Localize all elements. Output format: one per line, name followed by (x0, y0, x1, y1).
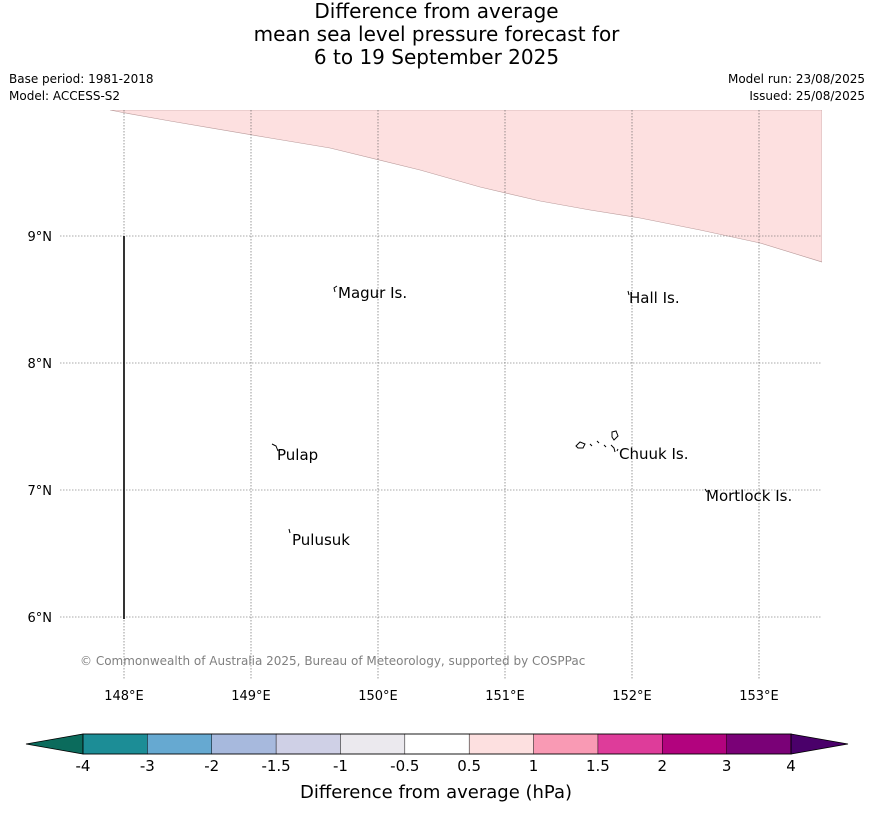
anomaly-shading (109, 110, 822, 263)
issued-date: Issued: 25/08/2025 (749, 89, 865, 103)
meta-left: Base period: 1981-2018 Model: ACCESS-S2 (9, 71, 154, 105)
colorbar-bin (662, 733, 728, 755)
colorbar-tick-label: -1.5 (261, 757, 290, 775)
title-line-3: 6 to 19 September 2025 (313, 45, 560, 69)
graticule (60, 110, 822, 680)
lat-label-9n: 9°N (28, 230, 53, 245)
island-magur (333, 285, 338, 293)
title-line-1: Difference from average (314, 0, 559, 23)
lon-label-151e: 151°E (485, 689, 525, 704)
place-label-pulusuk: Pulusuk (292, 531, 350, 549)
colorbar-label: Difference from average (hPa) (300, 782, 572, 803)
model-name: Model: ACCESS-S2 (9, 89, 121, 103)
colorbar-tick-label: 3 (722, 757, 732, 775)
lat-label-6n: 6°N (28, 611, 53, 626)
colorbar-bin (82, 733, 149, 755)
base-period: Base period: 1981-2018 (9, 72, 154, 86)
place-label-pulap: Pulap (277, 446, 318, 464)
title-line-2: mean sea level pressure forecast for (253, 22, 620, 46)
place-label-chuuk: Chuuk Is. (619, 445, 688, 463)
island-outlines (271, 285, 708, 534)
colorbar-bin (468, 733, 535, 755)
island-pulap (271, 443, 279, 452)
lon-label-153e: 153°E (739, 689, 779, 704)
colorbar-bin (597, 733, 664, 755)
lon-label-152e: 152°E (612, 689, 652, 704)
colorbar-bin (533, 733, 599, 755)
place-label-magur: Magur Is. (338, 284, 407, 302)
lon-label-149e: 149°E (231, 689, 271, 704)
colorbar-bin (726, 733, 792, 755)
map-title: Difference from average mean sea level p… (0, 0, 873, 69)
colorbar-tick-label: -0.5 (390, 757, 419, 775)
lon-label-150e: 150°E (358, 689, 398, 704)
island-pulusuk (288, 528, 291, 534)
island-chuuk (575, 430, 619, 453)
island-hall (627, 290, 630, 296)
colorbar-bin (340, 733, 406, 755)
colorbar-extend-max (790, 733, 849, 755)
colorbar-tick-label: -1 (333, 757, 348, 775)
lon-label-148e: 148°E (104, 689, 144, 704)
island-mortlock (704, 488, 708, 493)
colorbar-extend-min (25, 733, 84, 755)
colorbar-bin (211, 733, 277, 755)
colorbar-tick-label: -3 (140, 757, 155, 775)
colorbar-tick-label: 1 (529, 757, 539, 775)
copyright-notice: © Commonwealth of Australia 2025, Bureau… (80, 654, 585, 668)
colorbar: -4 -3 -2 -1.5 -1 -0.5 0.5 1 1.5 2 3 4 Difference fr… (25, 733, 849, 803)
colorbar-tick-label: 2 (657, 757, 667, 775)
colorbar-bins (82, 733, 792, 755)
colorbar-tick-label: 4 (786, 757, 796, 775)
colorbar-tick-label: -4 (76, 757, 91, 775)
meta-right: Model run: 23/08/2025 Issued: 25/08/2025 (728, 71, 865, 105)
place-label-mortlock: Mortlock Is. (706, 487, 792, 505)
colorbar-bin (404, 733, 470, 755)
colorbar-tick-label: 1.5 (586, 757, 610, 775)
colorbar-bin (147, 733, 213, 755)
lat-label-7n: 7°N (28, 484, 53, 499)
model-run: Model run: 23/08/2025 (727, 72, 865, 86)
colorbar-frame (82, 733, 792, 755)
lat-label-8n: 8°N (28, 357, 53, 372)
colorbar-tick-label: 0.5 (457, 757, 481, 775)
colorbar-bin (275, 733, 342, 755)
colorbar-tick-label: -2 (204, 757, 219, 775)
place-label-hall: Hall Is. (629, 289, 680, 307)
